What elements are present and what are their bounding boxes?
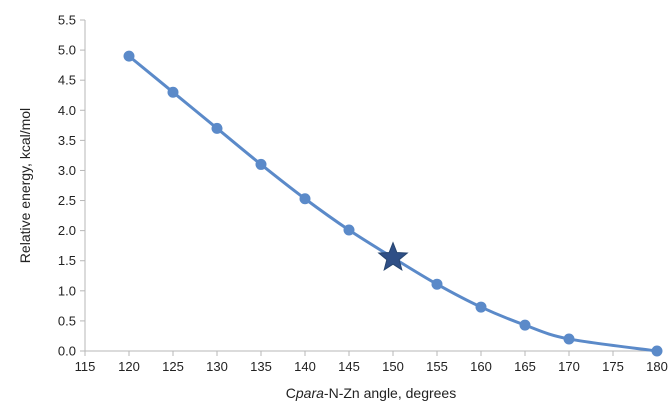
data-point (299, 193, 311, 205)
x-axis-title: Cpara-N-Zn angle, degrees (286, 385, 456, 401)
data-point (563, 333, 575, 345)
x-tick-label: 165 (514, 359, 536, 374)
y-tick-label: 4.0 (58, 103, 76, 118)
y-tick-label: 3.5 (58, 133, 76, 148)
y-tick-label: 2.0 (58, 223, 76, 238)
x-tick-label: 130 (206, 359, 228, 374)
series-line (128, 54, 658, 353)
data-points (123, 50, 663, 357)
x-tick-label: 135 (250, 359, 272, 374)
y-tick-label: 1.5 (58, 253, 76, 268)
x-tick-label: 140 (294, 359, 316, 374)
x-axis-title-part: -N-Zn angle, degrees (324, 385, 456, 401)
x-tick-label: 170 (558, 359, 580, 374)
y-tick-label: 4.5 (58, 73, 76, 88)
y-axis: 0.0 0.5 1.0 1.5 2.0 2.5 3.0 3.5 4.0 4.5 5.0 5.5 (58, 13, 86, 359)
x-tick-label: 115 (75, 359, 96, 374)
x-tick-label: 150 (382, 359, 404, 374)
y-tick-label: 5.0 (58, 43, 76, 58)
y-tick-label: 3.0 (58, 163, 76, 178)
highlight-star-group (377, 241, 409, 271)
y-tick-label: 1.0 (58, 283, 76, 298)
x-tick-label: 125 (162, 359, 184, 374)
x-tick-label: 120 (118, 359, 140, 374)
data-point (255, 158, 267, 170)
y-axis-title: Relative energy, kcal/mol (17, 108, 33, 263)
x-axis: 115 120 125 130 135 140 145 150 155 160 165 170 175 1… (75, 350, 668, 374)
x-tick-label: 145 (338, 359, 360, 374)
y-tick-label: 2.5 (58, 193, 76, 208)
data-point (211, 122, 223, 134)
highlight-star (377, 241, 409, 271)
data-point (167, 86, 179, 98)
series-line-group (128, 54, 658, 353)
x-axis-title-part: para (295, 385, 324, 401)
data-point (123, 50, 135, 62)
y-tick-label: 5.5 (58, 13, 76, 28)
data-point (475, 301, 487, 313)
y-tick-label: 0.0 (58, 344, 76, 359)
data-point (519, 319, 531, 331)
x-tick-label: 180 (646, 359, 668, 374)
x-tick-label: 155 (426, 359, 448, 374)
x-tick-label: 160 (470, 359, 492, 374)
data-point (343, 224, 355, 236)
data-point (431, 278, 443, 290)
y-tick-label: 0.5 (58, 313, 76, 328)
x-axis-title-part: C (286, 385, 296, 401)
data-point (651, 345, 663, 357)
x-tick-label: 175 (602, 359, 624, 374)
